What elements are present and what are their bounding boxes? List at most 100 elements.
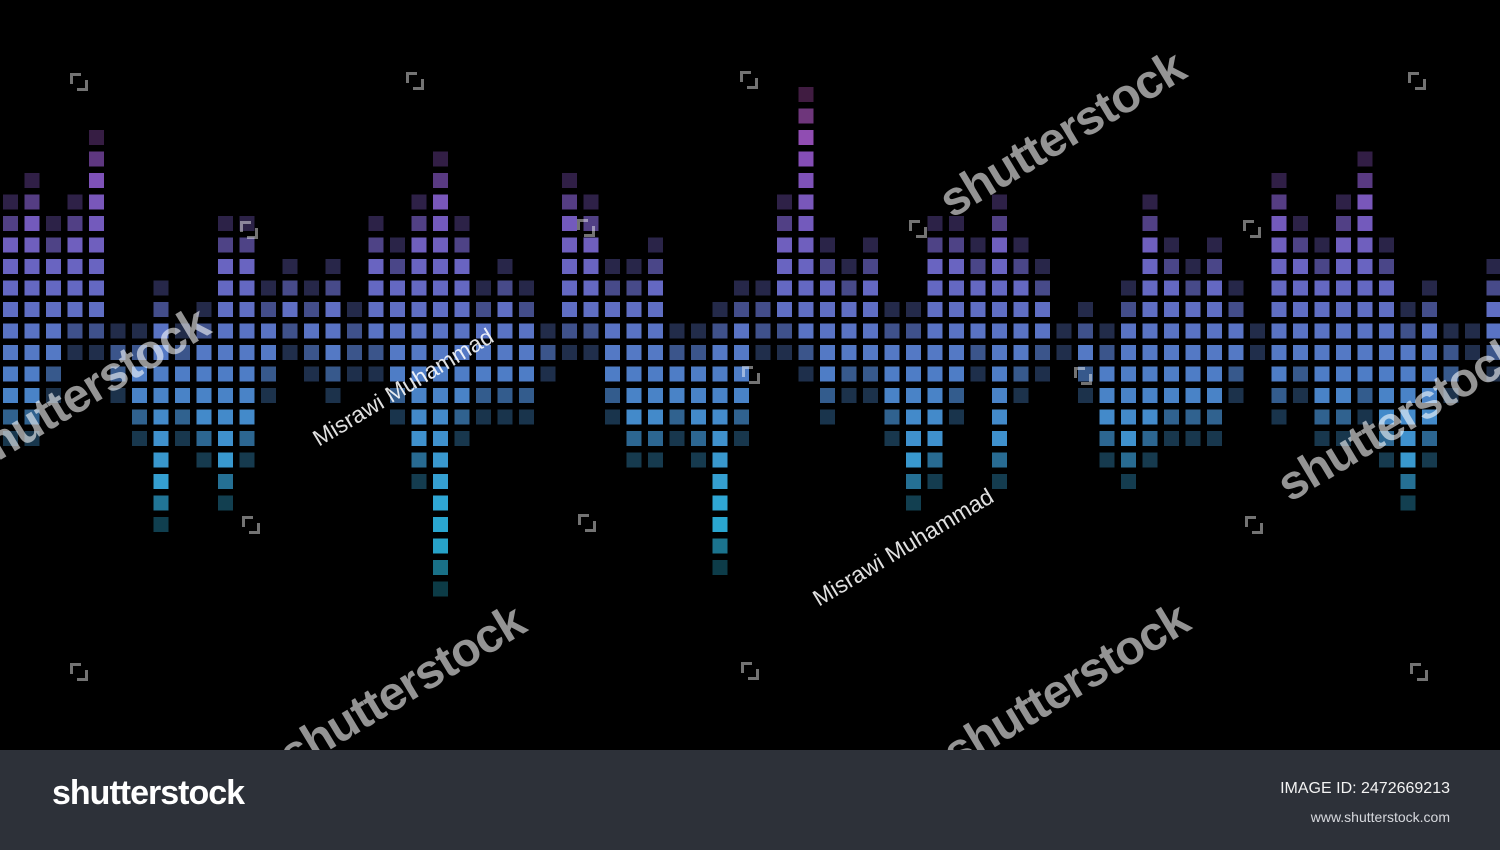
equalizer-cell — [1121, 388, 1136, 403]
equalizer-cell — [24, 237, 40, 253]
equalizer-cell — [1379, 366, 1394, 382]
equalizer-cell — [218, 388, 233, 403]
equalizer-cell — [626, 452, 642, 468]
equalizer-cell — [1013, 302, 1029, 317]
equalizer-cell — [1078, 366, 1093, 382]
equalizer-cell — [476, 388, 491, 403]
equalizer-cell — [24, 259, 40, 274]
equalizer-cell — [927, 474, 943, 489]
equalizer-cell — [196, 323, 212, 339]
equalizer-cell — [1293, 280, 1308, 296]
equalizer-cell — [863, 323, 878, 339]
equalizer-cell — [261, 280, 276, 296]
equalizer-cell — [712, 474, 728, 489]
equalizer-cell — [411, 280, 427, 296]
equalizer-cell — [949, 409, 964, 425]
equalizer-cell — [454, 431, 470, 446]
equalizer-cell — [196, 431, 212, 446]
equalizer-cell — [196, 302, 212, 317]
equalizer-cell — [970, 259, 986, 274]
equalizer-cell — [648, 323, 663, 339]
equalizer-cell — [1422, 302, 1437, 317]
equalizer-cell — [1271, 345, 1287, 360]
equalizer-cell — [497, 388, 513, 403]
equalizer-cell — [1078, 345, 1093, 360]
equalizer-cell — [1357, 151, 1373, 167]
equalizer-cell — [1035, 302, 1050, 317]
equalizer-cell — [1056, 345, 1072, 360]
equalizer-cell — [1314, 431, 1330, 446]
equalizer-cell — [1164, 237, 1179, 253]
equalizer-cell — [884, 388, 900, 403]
equalizer-cell — [648, 409, 663, 425]
equalizer-cell — [132, 323, 147, 339]
equalizer-cell — [1164, 366, 1179, 382]
equalizer-cell — [433, 237, 448, 253]
equalizer-cell — [110, 323, 126, 339]
equalizer-cell — [218, 452, 233, 468]
equalizer-cell — [884, 366, 900, 382]
equalizer-cell — [239, 409, 255, 425]
equalizer-cell — [153, 280, 169, 296]
equalizer-cell — [67, 194, 83, 210]
equalizer-cell — [970, 237, 986, 253]
equalizer-cell — [626, 431, 642, 446]
equalizer-cell — [476, 323, 491, 339]
equalizer-cell — [712, 495, 728, 511]
equalizer-cell — [1293, 345, 1308, 360]
equalizer-cell — [648, 366, 663, 382]
equalizer-cell — [1228, 323, 1244, 339]
equalizer-cell — [712, 302, 728, 317]
equalizer-cell — [1185, 345, 1201, 360]
equalizer-cell — [411, 366, 427, 382]
equalizer-cell — [841, 302, 857, 317]
equalizer-cell — [1207, 345, 1222, 360]
equalizer-cell — [992, 194, 1007, 210]
equalizer-cell — [454, 302, 470, 317]
equalizer-cell — [1121, 323, 1136, 339]
equalizer-cell — [1336, 259, 1351, 274]
equalizer-cell — [89, 237, 104, 253]
equalizer-cell — [476, 345, 491, 360]
equalizer-cell — [540, 366, 556, 382]
equalizer-cell — [454, 237, 470, 253]
equalizer-cell — [540, 323, 556, 339]
equalizer-cell — [927, 452, 943, 468]
equalizer-cell — [863, 366, 878, 382]
equalizer-cell — [239, 323, 255, 339]
equalizer-cell — [1035, 366, 1050, 382]
equalizer-cell — [411, 194, 427, 210]
equalizer-cell — [949, 216, 964, 231]
equalizer-cell — [519, 409, 534, 425]
equalizer-cell — [153, 302, 169, 317]
equalizer-cell — [196, 345, 212, 360]
equalizer-cell — [433, 345, 448, 360]
equalizer-cell — [1314, 366, 1330, 382]
equalizer-cell — [1207, 323, 1222, 339]
equalizer-cell — [67, 323, 83, 339]
equalizer-cell — [433, 452, 448, 468]
equalizer-cell — [1271, 237, 1287, 253]
equalizer-cell — [1422, 388, 1437, 403]
equalizer-cell — [89, 280, 104, 296]
equalizer-bars — [3, 87, 1500, 597]
equalizer-cell — [1400, 452, 1416, 468]
equalizer-cell — [433, 323, 448, 339]
equalizer-cell — [992, 280, 1007, 296]
equalizer-cell — [927, 302, 943, 317]
equalizer-cell — [239, 366, 255, 382]
equalizer-cell — [46, 388, 61, 403]
equalizer-cell — [67, 302, 83, 317]
equalizer-cell — [820, 302, 835, 317]
equalizer-cell — [433, 560, 448, 575]
equalizer-cell — [562, 216, 577, 231]
equalizer-cell — [1185, 323, 1201, 339]
equalizer-cell — [454, 259, 470, 274]
equalizer-cell — [1164, 280, 1179, 296]
equalizer-cell — [820, 366, 835, 382]
equalizer-cell — [46, 259, 61, 274]
equalizer-cell — [218, 280, 233, 296]
equalizer-cell — [325, 280, 341, 296]
equalizer-cell — [282, 345, 298, 360]
equalizer-cell — [755, 345, 771, 360]
